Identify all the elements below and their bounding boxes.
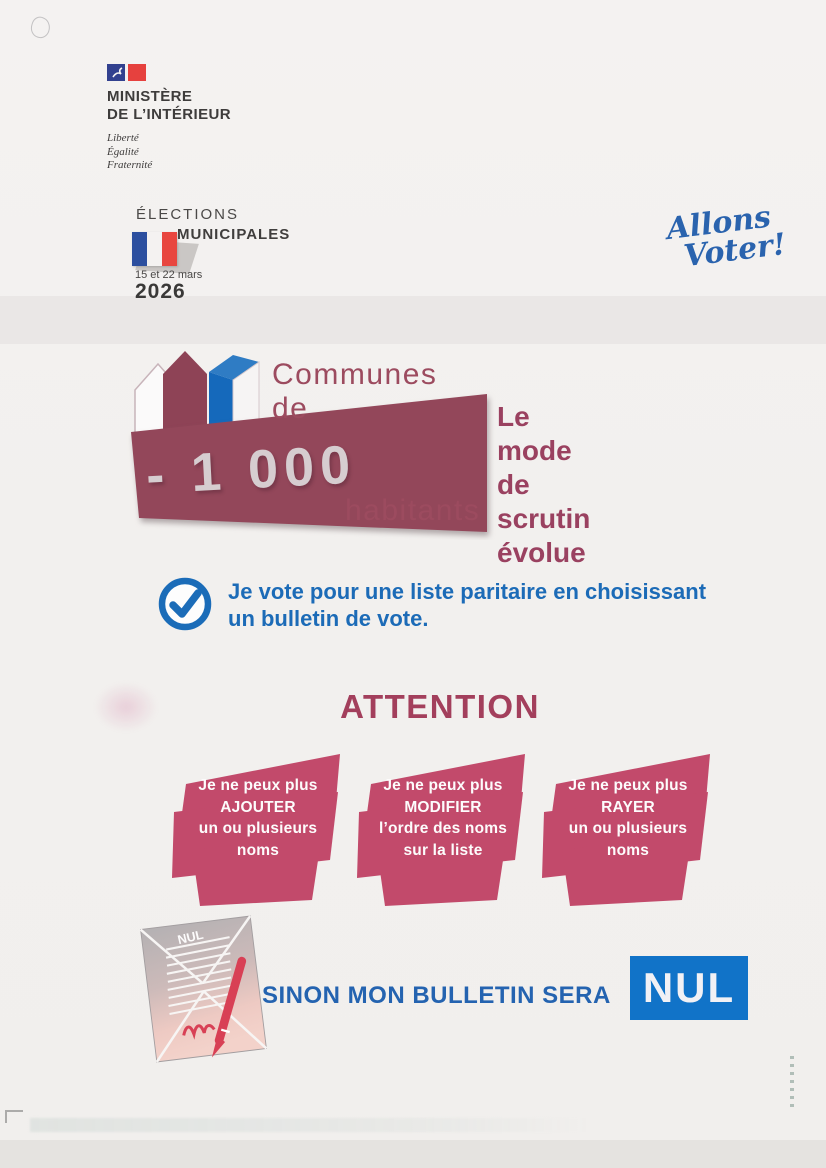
- red-pen-icon: [182, 956, 247, 1058]
- corner-print-mark: [5, 1110, 23, 1123]
- french-flag-ballot-icon: [130, 230, 199, 274]
- check-circle-icon: [158, 577, 212, 631]
- maroon-banner-shape: [131, 394, 487, 532]
- blue-roof-shape: [209, 355, 259, 380]
- warning-card-rayer: Je ne peux plus RAYER un ou plusieurs no…: [542, 748, 714, 906]
- badge-municipales-label: MUNICIPALES: [177, 226, 291, 243]
- ribbon-shape: [172, 754, 340, 906]
- footer-text: SINON MON BULLETIN SERA: [262, 982, 611, 1009]
- card-emphasis: MODIFIER: [404, 798, 482, 816]
- ministry-name-line1: MINISTÈRE: [107, 88, 193, 105]
- scan-band-artifact: [0, 296, 826, 344]
- tricolor-flag: [132, 232, 177, 266]
- ribbon-shape: [542, 754, 710, 906]
- card-line1: Je ne peux plus: [198, 777, 318, 794]
- badge-dates: 15 et 22 mars: [135, 269, 203, 281]
- motto-egalite: Égalité: [107, 145, 139, 158]
- flag-red-block: [128, 64, 146, 81]
- card-line4: noms: [606, 841, 650, 859]
- republic-motto: Liberté Égalité Fraternité: [107, 132, 231, 173]
- statement-text: Je vote pour une liste paritaire en choi…: [228, 578, 706, 632]
- ribbon-shape: [357, 754, 525, 906]
- nul-ballot-envelope-icon: NUL: [139, 915, 268, 1063]
- motto-liberte: Liberté: [107, 132, 139, 144]
- bottom-smudge-artifact: [30, 1118, 590, 1132]
- pink-smudge-artifact: [94, 682, 158, 732]
- ministry-logo-block: MINISTÈRE DE L’INTÉRIEUR Liberté Égalité…: [107, 64, 231, 173]
- motto-fraternite: Fraternité: [107, 159, 153, 171]
- warning-card-modifier: Je ne peux plus MODIFIER l’ordre des nom…: [357, 748, 529, 906]
- card-line1: Je ne peux plus: [383, 777, 503, 794]
- card-line3: un ou plusieurs: [568, 820, 688, 837]
- card-emphasis: AJOUTER: [220, 798, 296, 816]
- crossed-list-lines: [165, 936, 234, 1016]
- ministry-name-line2: DE L’INTÉRIEUR: [107, 106, 231, 123]
- card-line4: noms: [236, 841, 280, 859]
- card-emphasis: RAYER: [601, 798, 655, 816]
- statement-line2: un bulletin de vote.: [228, 606, 429, 631]
- card-line1: Je ne peux plus: [568, 777, 688, 794]
- french-flag-marianne-icon: [107, 64, 149, 82]
- statement-line1: Je vote pour une liste paritaire en choi…: [228, 579, 707, 604]
- marianne-profile-icon: [112, 67, 123, 78]
- headline-kicker: Communes de: [272, 358, 438, 425]
- nul-badge: NUL: [630, 956, 748, 1020]
- attention-title: ATTENTION: [340, 688, 540, 725]
- ministry-name: MINISTÈRE DE L’INTÉRIEUR: [107, 88, 231, 124]
- headline-title: Le mode de scrutin évolue: [497, 400, 590, 570]
- allons-voter-slogan: Allons Voter!: [665, 200, 788, 275]
- headline-title-line1: Le mode: [497, 401, 572, 466]
- envelope-nul-label: NUL: [176, 928, 205, 948]
- houses-banner-illustration: [131, 351, 487, 532]
- badge-elections-label: ÉLECTIONS: [136, 206, 240, 223]
- card-line3: l’ordre des noms: [378, 820, 508, 837]
- warning-card-ajouter: Je ne peux plus AJOUTER un ou plusieurs …: [172, 748, 344, 906]
- card-line3: un ou plusieurs: [198, 820, 318, 837]
- card-line4: sur la liste: [403, 841, 483, 859]
- headline-suffix: habitants: [345, 494, 481, 527]
- warning-card-text: Je ne peux plus MODIFIER l’ordre des nom…: [357, 775, 529, 861]
- edge-print-mark: [790, 1056, 794, 1110]
- warning-card-text: Je ne peux plus AJOUTER un ou plusieurs …: [172, 775, 344, 861]
- headline-title-line2: de scrutin évolue: [497, 469, 591, 568]
- scan-band-artifact: [0, 1140, 826, 1168]
- badge-year: 2026: [135, 280, 186, 303]
- warning-card-text: Je ne peux plus RAYER un ou plusieurs no…: [542, 775, 714, 861]
- top-left-squiggle-artifact: [28, 14, 53, 41]
